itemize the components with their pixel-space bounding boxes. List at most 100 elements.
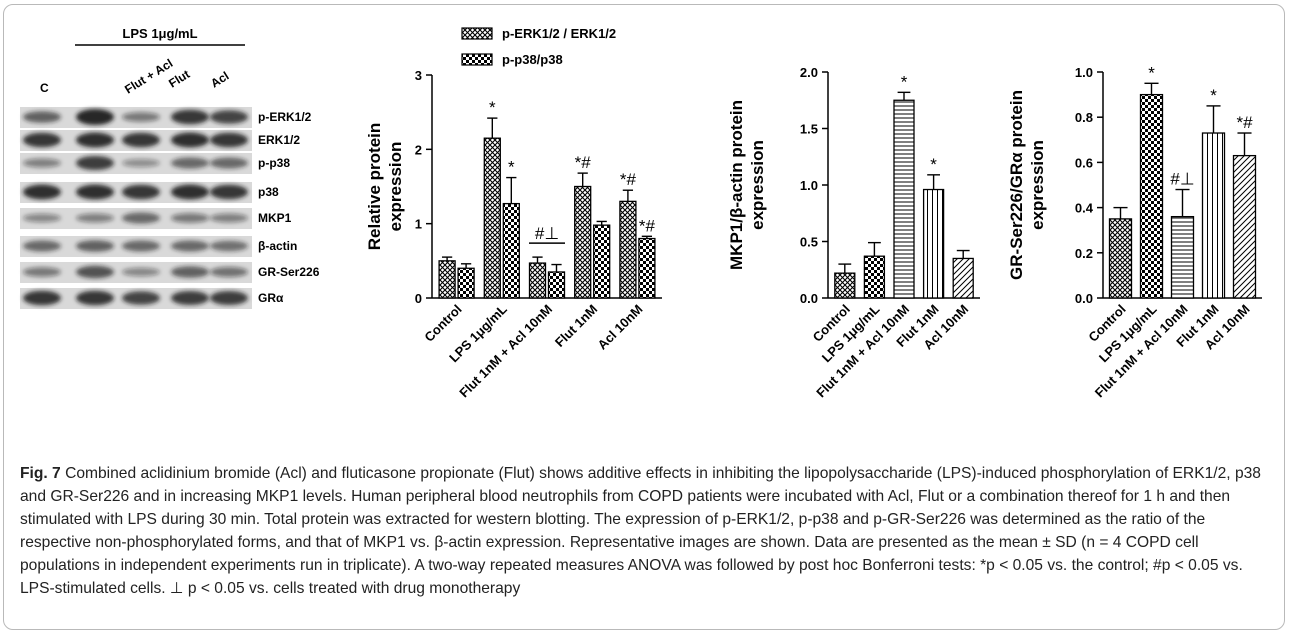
blot-band (76, 132, 114, 148)
x-tick-label: Acl 10nM (595, 302, 646, 353)
significance-label: * (489, 98, 496, 117)
blot-band (23, 132, 61, 148)
blot-band (23, 267, 61, 277)
blot-band (122, 159, 160, 167)
blot-band-labels: p-ERK1/2 ERK1/2 p-p38 p38 MKP1 β-actin GR-Ser2… (258, 110, 320, 305)
y-axis-title: GR-Ser226/GRα protein expression (1007, 90, 1047, 280)
y-tick-label: 0 (415, 291, 422, 306)
significance-label: *# (1236, 113, 1253, 132)
blot-band (171, 109, 209, 125)
figure-caption: Fig. 7 Combined aclidinium bromide (Acl)… (20, 462, 1270, 600)
blot-band (23, 158, 61, 168)
blot-band (171, 213, 209, 223)
y-axis-title: Relative protein expression (365, 123, 405, 251)
blot-band (122, 267, 160, 277)
bar (574, 185, 592, 299)
blot-band (23, 184, 61, 200)
y-tick-label: 0.4 (1075, 201, 1094, 216)
bar (502, 202, 520, 299)
figure-frame (3, 4, 1285, 630)
blot-band (76, 156, 114, 170)
bar (893, 99, 915, 299)
blot-band-label: p-ERK1/2 (258, 110, 312, 124)
blot-band (122, 132, 160, 148)
blot-band (23, 213, 61, 223)
blot-band (171, 157, 209, 169)
blot-band (171, 291, 209, 305)
significance-label: * (930, 155, 937, 174)
blot-band-label: ERK1/2 (258, 133, 300, 147)
significance-label: *# (639, 216, 656, 235)
significance-label: * (508, 158, 515, 177)
bar (1108, 218, 1133, 299)
blot-band (210, 267, 248, 277)
y-tick-label: 3 (415, 68, 422, 83)
blot-band (210, 157, 248, 169)
blot-band (210, 291, 248, 305)
y-tick-label: 1.0 (1075, 65, 1093, 80)
bar (619, 200, 637, 299)
blot-strips (20, 107, 252, 309)
blot-band (210, 240, 248, 252)
blot-lane-label: Acl (208, 69, 231, 91)
bar (952, 257, 974, 299)
caption-text: Combined aclidinium bromide (Acl) and fl… (20, 465, 1261, 597)
chart-erk-p38: 0 1 2 3 Relative protein expression * *# *# * *# #⊥… (365, 26, 662, 400)
bar (863, 255, 886, 299)
blot-band (210, 132, 248, 148)
bar (528, 262, 547, 299)
bar (483, 137, 501, 299)
blot-band (23, 240, 61, 252)
blot-band (210, 110, 248, 124)
y-tick-label: 2 (415, 142, 422, 157)
blot-band (210, 184, 248, 200)
blot-band (76, 265, 114, 279)
legend-label: p-p38/p38 (502, 52, 563, 67)
bar (638, 237, 656, 299)
bar (922, 188, 945, 299)
caption-label: Fig. 7 (20, 465, 61, 482)
significance-label: * (901, 72, 908, 91)
blot-band (76, 109, 114, 125)
bar (1232, 154, 1257, 299)
chart-gr-ser226: 0.0 0.2 0.4 0.6 0.8 1.0 GR-Ser226/GRα protein e… (1007, 63, 1262, 400)
blot-band (171, 240, 209, 252)
blot-band-label: p-p38 (258, 156, 290, 170)
blot-band (171, 184, 209, 200)
x-tick-label: Flut 1nM (552, 302, 600, 350)
blot-band (122, 112, 160, 122)
y-tick-label: 0.0 (800, 291, 818, 306)
blot-treatment-label: LPS 1μg/mL (122, 26, 197, 41)
bar (547, 271, 566, 299)
bar (1201, 132, 1226, 299)
y-tick-label: 0.2 (1075, 246, 1093, 261)
y-tick-label: 2.0 (800, 65, 818, 80)
blot-band (171, 266, 209, 278)
bar (1139, 93, 1164, 299)
y-tick-label: 1.0 (800, 178, 818, 193)
blot-band (122, 240, 160, 252)
western-blot-panel: LPS 1μg/mL C Flut + Acl Flut Acl p-ERK1/… (20, 26, 320, 309)
legend-label: p-ERK1/2 / ERK1/2 (502, 26, 616, 41)
significance-label: *# (575, 153, 592, 172)
blot-band-label: MKP1 (258, 211, 292, 225)
significance-label: * (1210, 86, 1217, 105)
blot-band (76, 290, 114, 306)
blot-band (171, 132, 209, 148)
y-tick-label: 0.5 (800, 235, 818, 250)
blot-band (76, 213, 114, 223)
x-tick-label: Control (421, 302, 464, 345)
bar (834, 272, 856, 299)
y-tick-label: 0.8 (1075, 110, 1093, 125)
blot-band (23, 290, 61, 306)
blot-band-label: GR-Ser226 (258, 265, 320, 279)
blot-band (23, 111, 61, 123)
significance-label: *# (620, 170, 637, 189)
bar (457, 267, 475, 299)
bar (1170, 215, 1195, 299)
y-tick-label: 0.6 (1075, 155, 1093, 170)
legend-swatch (461, 27, 493, 40)
blot-lane-label: Flut + Acl (122, 56, 175, 96)
significance-label: * (1148, 63, 1155, 82)
bar (438, 260, 456, 299)
